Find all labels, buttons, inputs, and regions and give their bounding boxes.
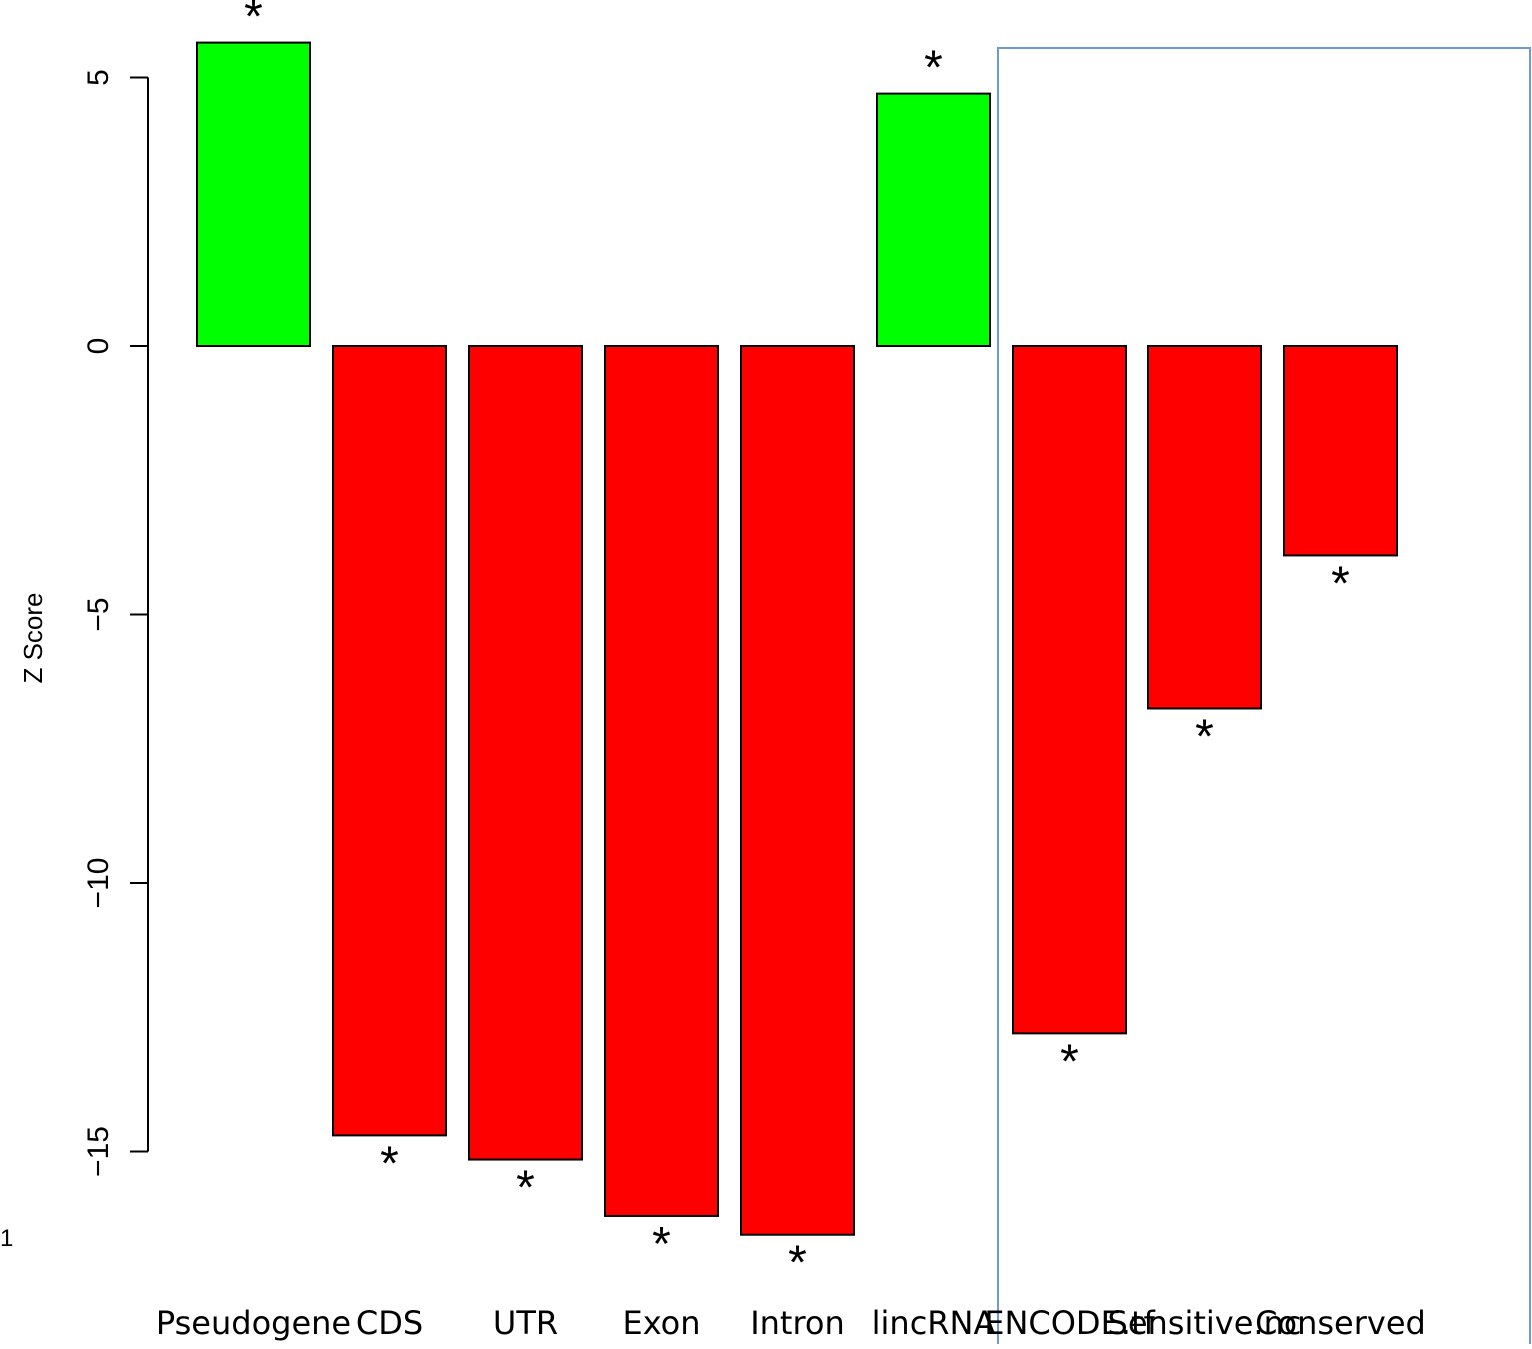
bar-intron <box>740 345 855 1236</box>
y-tick-label: 5 <box>82 69 115 86</box>
x-category-label: Pseudogene <box>156 1304 351 1342</box>
significance-star: * <box>380 1137 399 1190</box>
significance-star: * <box>1060 1035 1079 1088</box>
y-tick-label: −15 <box>82 1126 115 1177</box>
bar-encode-tf <box>1012 345 1127 1035</box>
x-category-label: lincRNA <box>872 1304 996 1342</box>
x-category-label: Conserved <box>1255 1304 1426 1342</box>
significance-star: * <box>788 1237 807 1290</box>
bar-exon <box>604 345 719 1217</box>
bar-conserved <box>1283 345 1398 557</box>
x-category-label: Exon <box>622 1304 700 1342</box>
y-axis-title: Z Score <box>18 592 48 683</box>
page-number: 1 <box>0 1225 13 1252</box>
y-tick-label: 0 <box>82 338 115 355</box>
bar-pseudogene <box>196 41 311 347</box>
significance-star: * <box>516 1162 535 1215</box>
x-category-label: Sensitive.nc <box>1108 1304 1302 1342</box>
significance-star: * <box>1331 557 1350 610</box>
bar-lincrna <box>876 92 991 347</box>
significance-star: * <box>1195 710 1214 763</box>
x-category-label: UTR <box>493 1304 558 1342</box>
bar-utr <box>468 345 583 1161</box>
x-category-label: Intron <box>750 1304 845 1342</box>
y-tick-label: −10 <box>82 858 115 909</box>
x-category-label: CDS <box>356 1304 423 1342</box>
y-tick-label: −5 <box>82 597 115 631</box>
bar-cds <box>332 345 447 1137</box>
x-category-label: ENCODE.tf <box>984 1304 1155 1342</box>
bar-sensitive-nc <box>1147 345 1262 710</box>
significance-star: * <box>924 42 943 95</box>
significance-star: * <box>652 1218 671 1271</box>
significance-star: * <box>244 0 263 44</box>
